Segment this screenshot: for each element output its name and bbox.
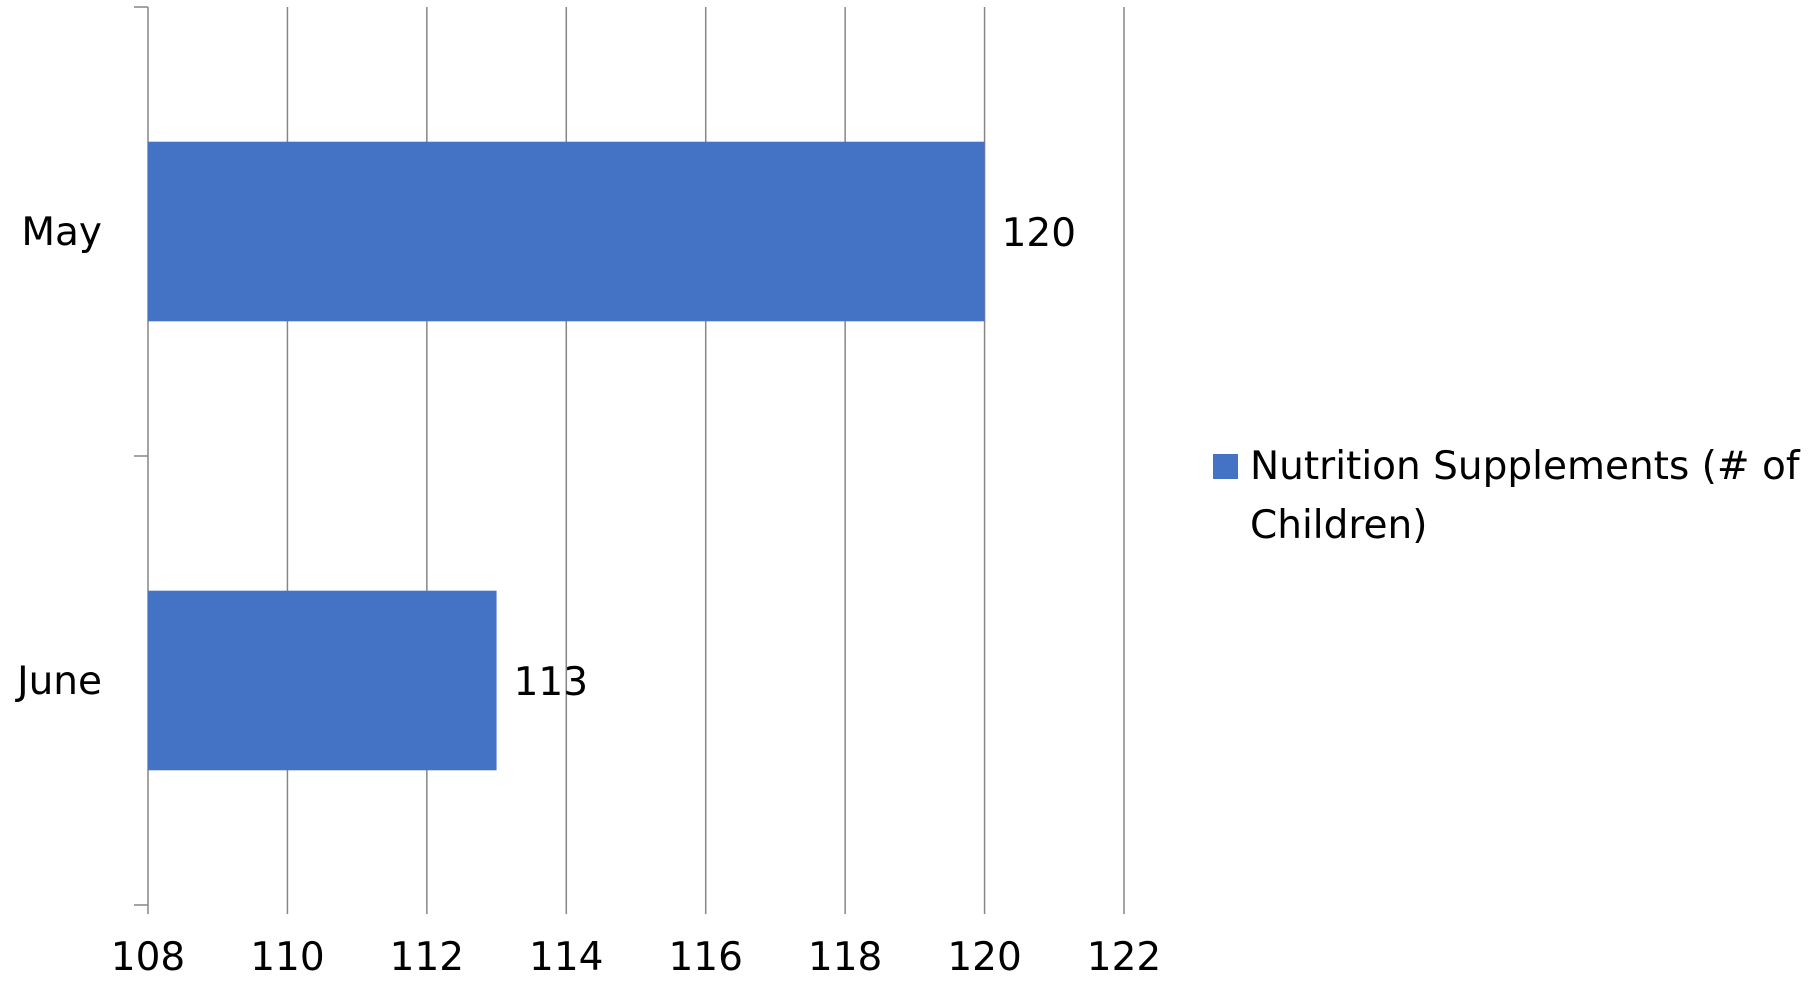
x-tick-label: 118 [808, 935, 882, 980]
x-tick-label: 120 [947, 935, 1021, 980]
bar-june [148, 590, 497, 771]
bar-may [148, 141, 985, 322]
x-tick-label: 110 [250, 935, 324, 980]
label-layer: 108 110 112 114 116 118 120 122 May 120 June 113 [14, 210, 1161, 980]
x-tick-label: 108 [111, 935, 185, 980]
legend-swatch [1213, 454, 1238, 479]
x-tick-label: 122 [1087, 935, 1161, 980]
bar-layer [148, 141, 985, 771]
x-tick-label: 116 [668, 935, 742, 980]
y-category-label: May [21, 210, 102, 255]
x-tick-label: 112 [390, 935, 464, 980]
x-tick-label: 114 [529, 935, 603, 980]
data-label: 120 [1002, 211, 1076, 256]
legend: Nutrition Supplements (# of Children) [1213, 437, 1810, 555]
y-category-label: June [14, 659, 102, 704]
legend-label: Nutrition Supplements (# of Children) [1250, 444, 1800, 548]
data-label: 113 [514, 660, 588, 705]
